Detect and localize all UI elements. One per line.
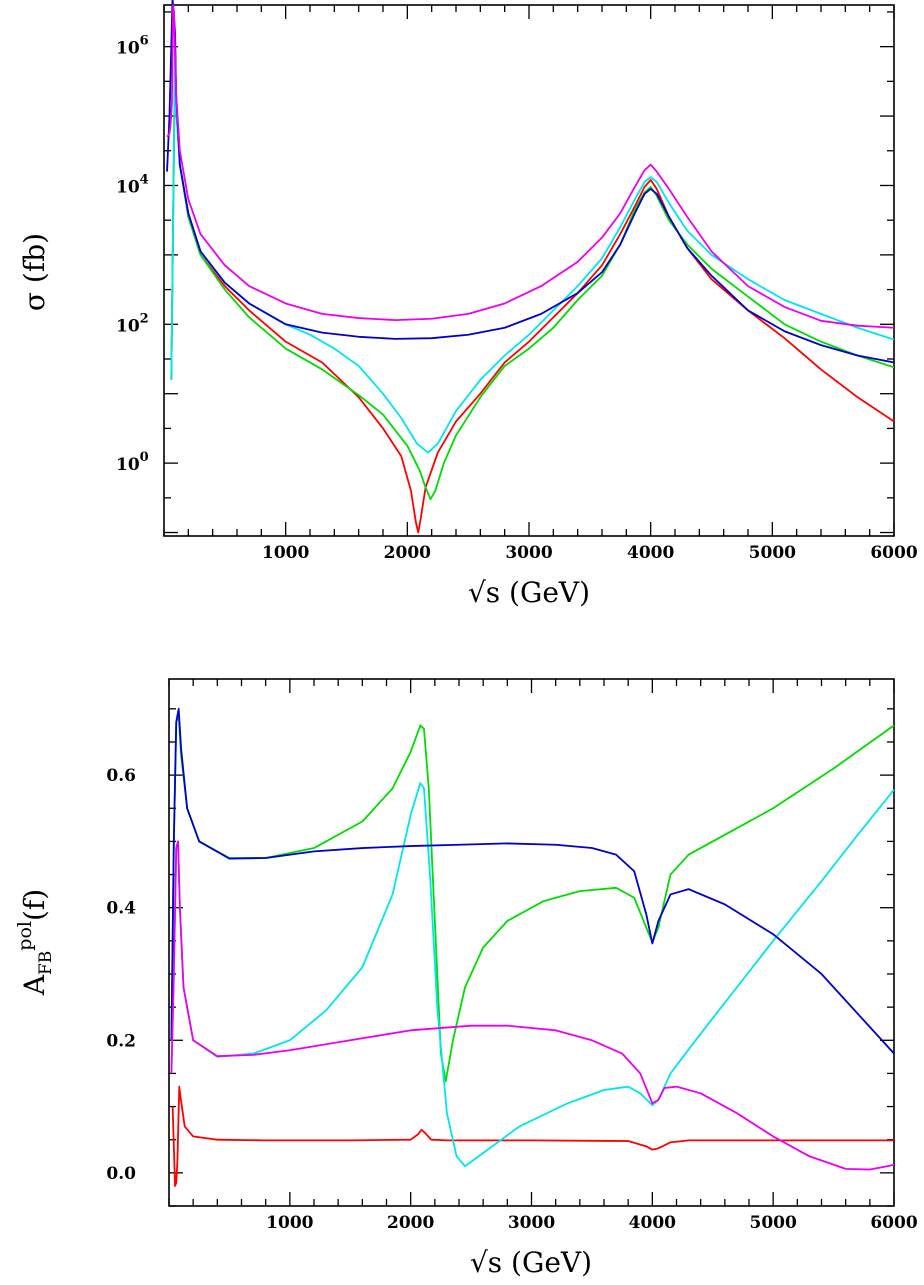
sigma-x-tick-label: 2000	[384, 543, 431, 563]
sigma-series-line-4	[166, 0, 895, 364]
afb-y-label-tail: (f)	[18, 889, 51, 921]
afb-x-tick-label: 5000	[750, 1213, 797, 1233]
sigma-x-axis-label: √s (GeV)	[468, 576, 590, 609]
afb-series-line-4	[170, 707, 895, 1055]
afb-x-tick-label: 4000	[629, 1213, 676, 1233]
sigma-y-tick-exp: 4	[140, 172, 149, 187]
afb-y-tick-label: 0.4	[106, 899, 136, 919]
sigma-y-axis-label: σ (fb)	[18, 233, 51, 311]
sigma-series-line-3	[170, 52, 895, 454]
afb-series-line-3	[170, 782, 895, 1168]
sigma-y-tick-exp: 0	[140, 450, 149, 465]
afb-series-line-1	[171, 1085, 894, 1188]
sigma-x-tick-label: 4000	[627, 543, 674, 563]
sigma-ticks	[163, 5, 895, 536]
sigma-plot-frame	[163, 4, 895, 537]
sigma-y-tick-base: 10	[116, 455, 140, 475]
sigma-x-tick-label: 1000	[262, 543, 309, 563]
afb-series-line-5	[170, 840, 895, 1171]
sigma-y-tick-label: 102	[116, 311, 149, 336]
afb-tick-labels: 1000 2000 3000 4000 5000 6000 0.0 0.2 0.4 0.6	[106, 766, 917, 1233]
afb-x-tick-label: 6000	[870, 1213, 917, 1233]
sigma-x-tick-label: 6000	[870, 543, 917, 563]
afb-y-tick-label: 0.0	[106, 1164, 136, 1184]
afb-x-tick-label: 2000	[387, 1213, 434, 1233]
afb-series-line-2	[170, 714, 895, 1083]
afb-panel: 1000 2000 3000 4000 5000 6000 0.0 0.2 0.4 0.6 √s …	[14, 678, 918, 1279]
afb-x-tick-label: 1000	[266, 1213, 313, 1233]
afb-plot-frame	[168, 678, 895, 1207]
afb-x-axis-label: √s (GeV)	[470, 1246, 592, 1279]
afb-y-tick-label: 0.6	[106, 766, 136, 786]
afb-ticks	[168, 679, 895, 1207]
sigma-y-tick-exp: 6	[140, 34, 149, 49]
sigma-y-tick-base: 10	[116, 177, 140, 197]
sigma-x-tick-label: 3000	[505, 543, 552, 563]
sigma-y-tick-base: 10	[116, 316, 140, 336]
afb-curves	[170, 707, 895, 1188]
afb-x-tick-label: 3000	[508, 1213, 555, 1233]
sigma-series-line-2	[170, 52, 895, 501]
sigma-y-tick-base: 10	[116, 39, 140, 59]
sigma-curves	[166, 0, 895, 534]
afb-y-label-base: A	[18, 974, 51, 996]
sigma-y-tick-label: 104	[116, 172, 149, 197]
afb-y-label-sup: pol	[14, 921, 36, 951]
sigma-x-tick-label: 5000	[749, 543, 796, 563]
sigma-y-tick-exp: 2	[140, 311, 149, 326]
afb-y-axis-label: AFBpol(f)	[14, 889, 56, 996]
afb-y-label-sub: FB	[36, 951, 56, 975]
afb-y-tick-label: 0.2	[106, 1031, 136, 1051]
sigma-y-tick-label: 100	[116, 450, 149, 475]
sigma-y-tick-label: 106	[116, 34, 149, 59]
sigma-series-line-5	[166, 4, 895, 329]
